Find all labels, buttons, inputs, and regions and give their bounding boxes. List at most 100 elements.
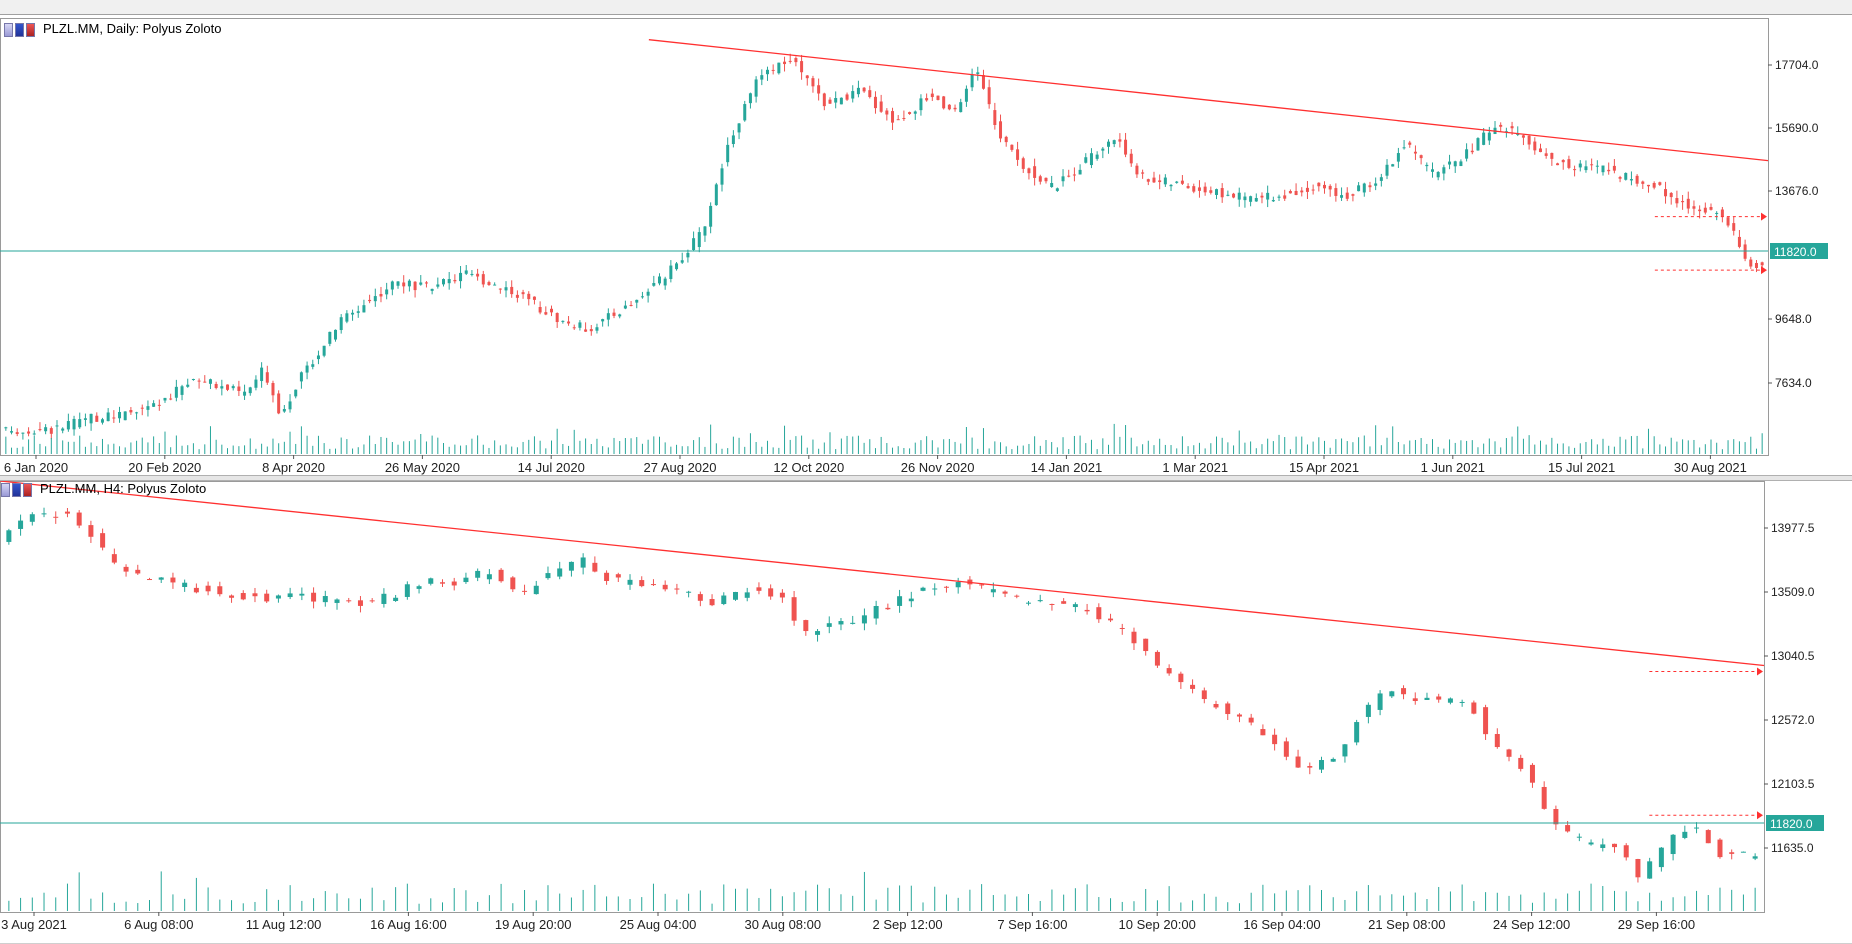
h4-candle-body	[1529, 764, 1535, 783]
daily-candle-body	[1448, 161, 1452, 165]
daily-candle-body	[1612, 165, 1616, 171]
daily-candle-body	[1220, 188, 1224, 198]
daily-candle-body	[1754, 262, 1758, 268]
daily-chart-canvas[interactable]: 17704.0 15690.0 13676.0 9648.0 7634.0 6 Jan 2…	[0, 15, 1852, 475]
daily-candle-body	[805, 75, 809, 79]
h4-x-tick-label: 16 Aug 16:00	[370, 917, 447, 932]
daily-candle-body	[1305, 187, 1309, 192]
daily-candle-body	[1720, 209, 1724, 217]
daily-candle-body	[760, 75, 764, 80]
daily-candle-body	[754, 79, 758, 97]
h4-candle-body	[1752, 856, 1758, 859]
daily-candle-body	[4, 427, 8, 429]
daily-chart-panel[interactable]: 17704.0 15690.0 13676.0 9648.0 7634.0 6 Jan 2…	[0, 15, 1852, 475]
daily-candle-body	[987, 87, 991, 105]
daily-trend-line[interactable]	[648, 39, 1769, 162]
daily-candle-body	[1072, 174, 1076, 176]
daily-candle-body	[1340, 195, 1344, 198]
h4-chart-panel[interactable]: 13977.5 13509.0 13040.5 12572.0 12103.5 11635…	[0, 481, 1852, 943]
h4-candle-body	[803, 620, 809, 632]
daily-candle-body	[1732, 223, 1736, 231]
daily-candle-body	[1197, 187, 1201, 191]
daily-candle-body	[856, 87, 860, 95]
daily-candle-body	[663, 278, 667, 286]
daily-candle-body	[1544, 153, 1548, 156]
daily-candle-body	[351, 312, 355, 315]
daily-candle-body	[402, 282, 406, 287]
daily-candle-body	[1709, 207, 1713, 210]
h4-level-arrow	[1757, 667, 1763, 676]
daily-candle-body	[197, 380, 201, 382]
daily-candle-body	[612, 312, 616, 316]
daily-x-tick-label: 14 Jan 2021	[1031, 460, 1103, 475]
daily-candle-body	[1465, 149, 1469, 159]
h4-candle-body	[1483, 707, 1489, 735]
daily-candle-body	[1288, 191, 1292, 194]
daily-candle-body	[1396, 153, 1400, 162]
h4-candle-body	[1213, 703, 1219, 708]
h4-price-label: 11820.0	[1770, 817, 1813, 831]
daily-candle-body	[1027, 168, 1031, 174]
chart-window-icons[interactable]	[4, 22, 37, 38]
h4-candle-body	[721, 595, 727, 605]
h4-candle-body	[393, 597, 399, 601]
h4-x-tick-label: 6 Aug 08:00	[124, 917, 193, 932]
h4-candle-body	[287, 593, 293, 598]
daily-candle-body	[135, 412, 139, 414]
h4-price-label-bg	[1766, 815, 1824, 831]
h4-candle-body	[1612, 843, 1617, 848]
daily-candle-body	[430, 288, 434, 291]
chart-window-icons[interactable]	[1, 482, 34, 498]
daily-candle-body	[1487, 132, 1491, 141]
h4-candle-body	[18, 520, 24, 529]
daily-candle-body	[731, 135, 735, 145]
h4-chart-canvas[interactable]: 13977.5 13509.0 13040.5 12572.0 12103.5 11635…	[0, 481, 1852, 943]
daily-candle-body	[817, 85, 821, 94]
daily-candle-body	[1413, 151, 1417, 154]
daily-candle-body	[237, 386, 241, 391]
h4-chart-title-text: PLZL.MM, H4: Polyus Zoloto	[40, 481, 207, 496]
daily-candle-body	[21, 432, 25, 434]
h4-candle-body	[182, 582, 188, 587]
daily-candle-body	[163, 397, 167, 401]
h4-candle-body	[1494, 734, 1500, 748]
daily-candle-body	[226, 384, 230, 390]
h4-trend-line[interactable]	[0, 481, 1765, 667]
daily-candle-body	[112, 417, 116, 419]
daily-candle-body	[504, 287, 508, 291]
daily-candle-body	[299, 372, 303, 382]
daily-candle-body	[459, 272, 463, 282]
h4-candle-body	[299, 593, 305, 596]
daily-candle-body	[1391, 164, 1395, 167]
daily-candle-body	[322, 345, 326, 356]
daily-candle-body	[1038, 176, 1042, 182]
daily-candle-body	[49, 428, 53, 434]
daily-candle-body	[1550, 152, 1554, 159]
h4-x-tick-label: 11 Aug 12:00	[246, 917, 322, 932]
daily-candle-body	[1504, 131, 1508, 133]
daily-candle-body	[1527, 135, 1531, 145]
daily-candle-body	[578, 322, 582, 328]
daily-candle-body	[885, 110, 889, 115]
h4-y-tick-label: 12572.0	[1771, 713, 1815, 727]
h4-candle-body	[1119, 627, 1125, 629]
h4-candle-body	[475, 570, 481, 578]
daily-candle-body	[373, 296, 377, 302]
daily-x-tick-label: 20 Feb 2020	[128, 460, 201, 475]
daily-candle-body	[1453, 161, 1457, 167]
h4-candle-body	[1600, 844, 1606, 848]
panel-separator[interactable]	[0, 475, 1852, 481]
daily-y-tick-label: 7634.0	[1775, 376, 1812, 390]
h4-x-tick-label: 10 Sep 20:00	[1119, 917, 1196, 932]
daily-candle-body	[1067, 175, 1071, 177]
daily-x-tick-label: 1 Mar 2021	[1162, 460, 1228, 475]
h4-candle-body	[205, 585, 211, 592]
daily-candle-body	[1260, 195, 1264, 198]
daily-candle-body	[1004, 136, 1008, 143]
h4-candle-body	[217, 586, 223, 595]
daily-candle-body	[1726, 217, 1730, 226]
daily-candle-body	[379, 293, 383, 297]
daily-candle-body	[476, 273, 480, 277]
daily-candle-body	[1192, 186, 1196, 192]
daily-candle-body	[1107, 141, 1111, 147]
